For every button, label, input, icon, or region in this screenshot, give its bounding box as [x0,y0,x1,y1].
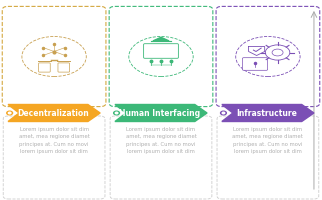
Circle shape [236,36,300,76]
Text: Human Interfacing: Human Interfacing [119,108,200,117]
Text: Lorem ipsum dolor sit dim
amet, mea regione diamet
principes at. Cum no movi
lor: Lorem ipsum dolor sit dim amet, mea regi… [19,127,90,154]
Text: Lorem ipsum dolor sit dim
amet, mea regione diamet
principes at. Cum no movi
lor: Lorem ipsum dolor sit dim amet, mea regi… [126,127,196,154]
Circle shape [22,36,86,76]
Circle shape [8,112,11,114]
FancyBboxPatch shape [109,6,213,107]
Circle shape [114,111,119,115]
Circle shape [221,111,226,115]
Polygon shape [115,104,207,121]
FancyBboxPatch shape [144,44,178,58]
FancyBboxPatch shape [58,63,70,72]
Circle shape [222,112,225,114]
Text: Lorem ipsum dolor sit dim
amet, mea regione diamet
principes at. Cum no movi
lor: Lorem ipsum dolor sit dim amet, mea regi… [232,127,303,154]
Text: Decentralization: Decentralization [17,108,89,117]
FancyBboxPatch shape [242,58,268,70]
Polygon shape [153,37,169,41]
Circle shape [115,112,118,114]
Polygon shape [8,104,100,121]
Polygon shape [222,104,314,121]
FancyBboxPatch shape [3,116,105,199]
FancyBboxPatch shape [217,116,319,199]
FancyBboxPatch shape [2,6,106,107]
Circle shape [129,36,193,76]
Text: Infrastructure: Infrastructure [236,108,297,117]
FancyBboxPatch shape [216,6,320,107]
Circle shape [7,111,13,115]
FancyBboxPatch shape [39,63,50,72]
FancyBboxPatch shape [110,116,212,199]
